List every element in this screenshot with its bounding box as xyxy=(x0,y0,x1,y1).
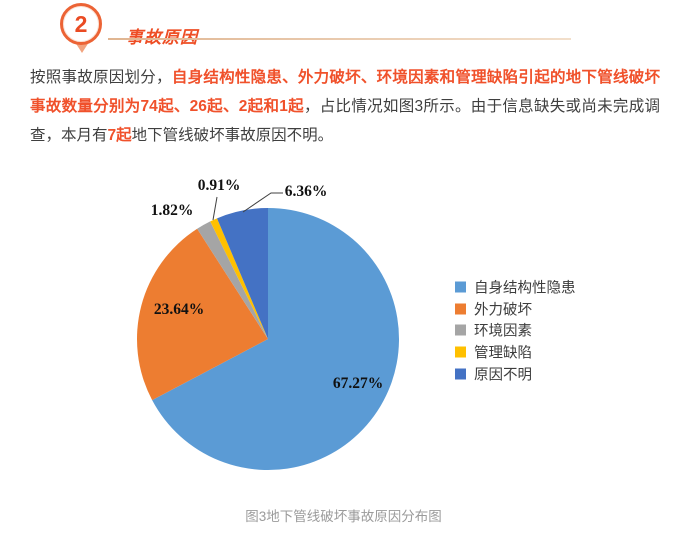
pie-slice-3 xyxy=(210,218,268,339)
paragraph-text: ，占比情况如图3所示。由于信息缺失或尚未完成调查，本月有 xyxy=(30,97,660,144)
legend-item-3: 管理缺陷 xyxy=(455,342,532,363)
figure-caption: 图3地下管线破坏事故原因分布图 xyxy=(245,509,442,524)
pie-slice-2 xyxy=(197,221,268,339)
legend-item-2: 环境因素 xyxy=(455,320,532,341)
slice-label-4: 6.36% xyxy=(284,183,328,200)
legend-swatch-icon xyxy=(455,281,466,293)
paragraph-text: 地下管线破坏事故原因不明。 xyxy=(131,126,334,144)
slice-label-1: 23.64% xyxy=(153,301,205,318)
legend-swatch-icon xyxy=(455,346,466,358)
legend-item-1: 外力破坏 xyxy=(455,299,532,320)
legend-item-4: 原因不明 xyxy=(455,364,532,385)
legend-label: 外力破坏 xyxy=(474,302,532,319)
pie-slice-0 xyxy=(152,208,400,470)
slice-label-3: 0.91% xyxy=(197,177,241,194)
section-title: 事故原因 xyxy=(126,23,198,48)
pie-chart xyxy=(137,192,400,470)
pie-chart-figure: 自身结构性隐患 外力破坏环境因素管理缺陷原因不明 67.27% 23.64% 1.82… xyxy=(0,160,687,505)
legend-label: 原因不明 xyxy=(474,367,532,384)
pie-slice-4 xyxy=(217,208,268,339)
legend-item-0: 自身结构性隐患 xyxy=(455,277,576,298)
slice-label-2: 1.82% xyxy=(150,202,194,219)
paragraph-highlight: 7起 xyxy=(107,126,132,144)
legend-swatch-icon xyxy=(455,324,466,336)
slice-label-0: 67.27% xyxy=(332,375,384,392)
legend-swatch-icon xyxy=(455,303,466,315)
header-divider xyxy=(108,38,571,40)
paragraph-highlight: 自身结构性隐患、外力破坏、环境因素和管理缺陷引起的地下管线破坏事故数量分别为74… xyxy=(30,68,660,115)
legend-label: 环境因素 xyxy=(474,323,532,340)
paragraph-text: 按照事故原因划分， xyxy=(30,68,172,86)
legend-label: 管理缺陷 xyxy=(474,345,532,362)
leader-line-3 xyxy=(212,196,218,221)
section-number-badge: 2 xyxy=(60,3,102,45)
legend-label: 自身结构性隐患 xyxy=(474,280,576,297)
section-number-pin: 2 xyxy=(60,3,104,57)
pie-slice-1 xyxy=(137,228,268,401)
legend-swatch-icon xyxy=(455,368,466,380)
leader-line-4 xyxy=(242,192,283,213)
body-paragraph: 按照事故原因划分，自身结构性隐患、外力破坏、环境因素和管理缺陷引起的地下管线破坏… xyxy=(30,63,660,150)
